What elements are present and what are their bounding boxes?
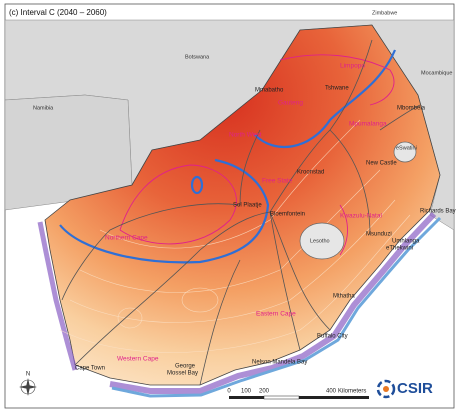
scale-label: 200 [259, 389, 270, 395]
city-label: Umhlanga [392, 239, 420, 245]
city-label: Mmabatho [255, 88, 284, 94]
province-label: Western Cape [117, 356, 159, 363]
city-label: Mthatha [333, 294, 355, 300]
country-label: Lesotho [310, 238, 330, 244]
coastal-band [109, 211, 437, 394]
logo: CSIR [376, 379, 433, 399]
map-title: (c) Interval C (2040 – 2060) [9, 8, 107, 17]
scale-bar: 0 100 200 400 Kilometers [227, 389, 369, 400]
coastal-band [37, 221, 78, 371]
province-label: Limpopo [340, 63, 365, 70]
city-label: Bloemfontein [270, 212, 305, 218]
city-label: Nelson Mandela Bay [252, 360, 307, 366]
city-label: New Castle [366, 161, 397, 167]
scale-label: 0 [227, 389, 231, 395]
roads [61, 39, 421, 386]
contour [339, 204, 348, 256]
scale-label: 100 [241, 389, 252, 395]
province-label: Gauteng [278, 100, 303, 107]
country-label: Namibia [33, 105, 54, 111]
city-label: Buffalo City [317, 334, 348, 340]
contour [254, 49, 397, 149]
city-label: Msunduzi [366, 232, 392, 238]
eswatini [393, 141, 417, 163]
contour [119, 164, 237, 245]
province-label: Kwazulu-Natal [340, 213, 382, 220]
country-label: Botswana [185, 54, 210, 60]
city-label: Cape Town [75, 366, 105, 372]
lesotho [299, 222, 345, 260]
province-label: Free State [262, 178, 293, 185]
compass-label: N [26, 372, 30, 378]
country-label: eSwatini [396, 145, 417, 151]
compass: N [19, 372, 37, 396]
city-label: Sol Plaatje [233, 203, 262, 209]
province-label: Northern Cape [105, 235, 148, 242]
isolines [59, 119, 411, 353]
city-label: Mbombela [397, 106, 426, 112]
province-label: North West [229, 132, 262, 139]
scale-unit: Kilometers [338, 389, 366, 395]
city-label: Kroonstad [297, 170, 324, 176]
city-label: George [175, 364, 196, 370]
logo-text: CSIR [397, 380, 433, 397]
scale-label: 400 [326, 389, 337, 395]
province-label: Eastern Cape [256, 311, 296, 318]
city-label: Mossel Bay [167, 371, 198, 377]
country-label: Zimbabwe [372, 10, 397, 16]
province-label: Mpumalanga [349, 121, 387, 128]
city-label: Richards Bay [420, 209, 456, 215]
south-africa [44, 24, 441, 386]
city-label: eThekwini [386, 246, 413, 252]
contour [190, 175, 204, 195]
contour [279, 54, 395, 106]
coastal-band [111, 216, 442, 398]
city-label: Tshwane [325, 86, 349, 92]
country-label: Mocambique [421, 70, 453, 76]
